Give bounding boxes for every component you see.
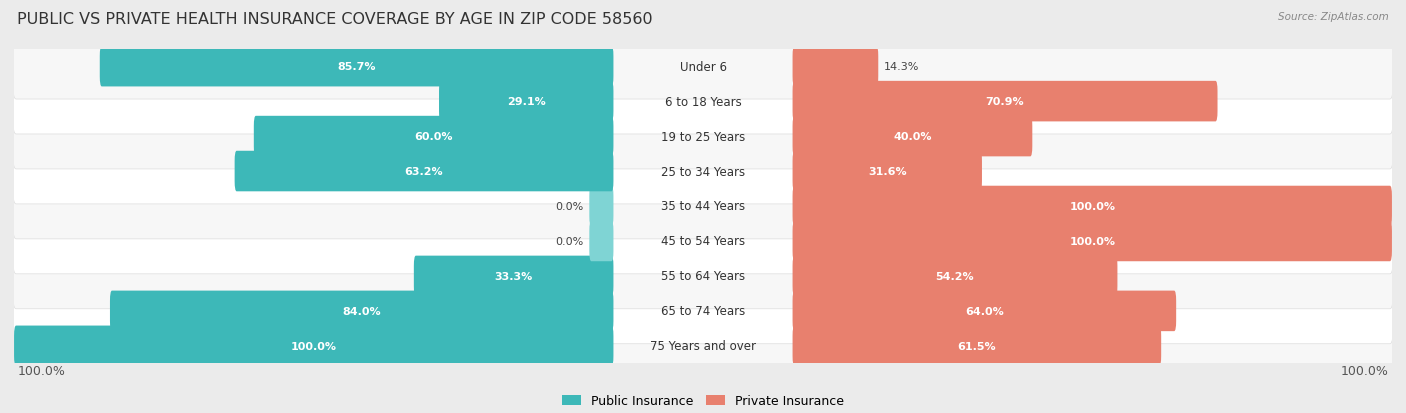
FancyBboxPatch shape xyxy=(13,139,1393,204)
Text: 100.0%: 100.0% xyxy=(1340,364,1389,377)
Text: 31.6%: 31.6% xyxy=(868,166,907,177)
FancyBboxPatch shape xyxy=(793,186,1392,227)
FancyBboxPatch shape xyxy=(793,82,1218,122)
FancyBboxPatch shape xyxy=(413,256,613,297)
Text: PUBLIC VS PRIVATE HEALTH INSURANCE COVERAGE BY AGE IN ZIP CODE 58560: PUBLIC VS PRIVATE HEALTH INSURANCE COVER… xyxy=(17,12,652,27)
FancyBboxPatch shape xyxy=(793,221,1392,261)
Text: 61.5%: 61.5% xyxy=(957,341,997,351)
FancyBboxPatch shape xyxy=(14,326,613,366)
Text: 65 to 74 Years: 65 to 74 Years xyxy=(661,305,745,318)
Text: 75 Years and over: 75 Years and over xyxy=(650,339,756,352)
FancyBboxPatch shape xyxy=(254,116,613,157)
Text: 64.0%: 64.0% xyxy=(965,306,1004,316)
Text: 100.0%: 100.0% xyxy=(1069,236,1115,247)
FancyBboxPatch shape xyxy=(793,116,1032,157)
Text: 54.2%: 54.2% xyxy=(935,271,974,281)
Text: 40.0%: 40.0% xyxy=(893,132,932,142)
Text: 0.0%: 0.0% xyxy=(555,202,583,211)
Text: 85.7%: 85.7% xyxy=(337,62,375,72)
Text: 63.2%: 63.2% xyxy=(405,166,443,177)
Text: 100.0%: 100.0% xyxy=(1069,202,1115,211)
FancyBboxPatch shape xyxy=(13,278,1393,344)
Text: Source: ZipAtlas.com: Source: ZipAtlas.com xyxy=(1278,12,1389,22)
Text: 35 to 44 Years: 35 to 44 Years xyxy=(661,200,745,213)
Text: 14.3%: 14.3% xyxy=(884,62,920,72)
Text: 25 to 34 Years: 25 to 34 Years xyxy=(661,165,745,178)
FancyBboxPatch shape xyxy=(13,209,1393,274)
Legend: Public Insurance, Private Insurance: Public Insurance, Private Insurance xyxy=(562,394,844,408)
FancyBboxPatch shape xyxy=(439,82,613,122)
Text: Under 6: Under 6 xyxy=(679,61,727,74)
FancyBboxPatch shape xyxy=(100,47,613,87)
Text: 0.0%: 0.0% xyxy=(555,236,583,247)
Text: 19 to 25 Years: 19 to 25 Years xyxy=(661,130,745,143)
Text: 70.9%: 70.9% xyxy=(986,97,1025,107)
FancyBboxPatch shape xyxy=(589,221,613,261)
Text: 6 to 18 Years: 6 to 18 Years xyxy=(665,95,741,108)
FancyBboxPatch shape xyxy=(793,326,1161,366)
Text: 55 to 64 Years: 55 to 64 Years xyxy=(661,270,745,283)
FancyBboxPatch shape xyxy=(793,152,981,192)
Text: 33.3%: 33.3% xyxy=(495,271,533,281)
FancyBboxPatch shape xyxy=(793,291,1177,331)
FancyBboxPatch shape xyxy=(13,104,1393,169)
FancyBboxPatch shape xyxy=(793,256,1118,297)
FancyBboxPatch shape xyxy=(13,174,1393,239)
FancyBboxPatch shape xyxy=(793,47,879,87)
Text: 100.0%: 100.0% xyxy=(17,364,66,377)
FancyBboxPatch shape xyxy=(13,244,1393,309)
Text: 45 to 54 Years: 45 to 54 Years xyxy=(661,235,745,248)
Text: 84.0%: 84.0% xyxy=(343,306,381,316)
FancyBboxPatch shape xyxy=(110,291,613,331)
FancyBboxPatch shape xyxy=(13,313,1393,379)
Text: 60.0%: 60.0% xyxy=(415,132,453,142)
Text: 100.0%: 100.0% xyxy=(291,341,337,351)
Text: 29.1%: 29.1% xyxy=(506,97,546,107)
FancyBboxPatch shape xyxy=(13,69,1393,135)
FancyBboxPatch shape xyxy=(235,152,613,192)
FancyBboxPatch shape xyxy=(589,186,613,227)
FancyBboxPatch shape xyxy=(13,34,1393,100)
